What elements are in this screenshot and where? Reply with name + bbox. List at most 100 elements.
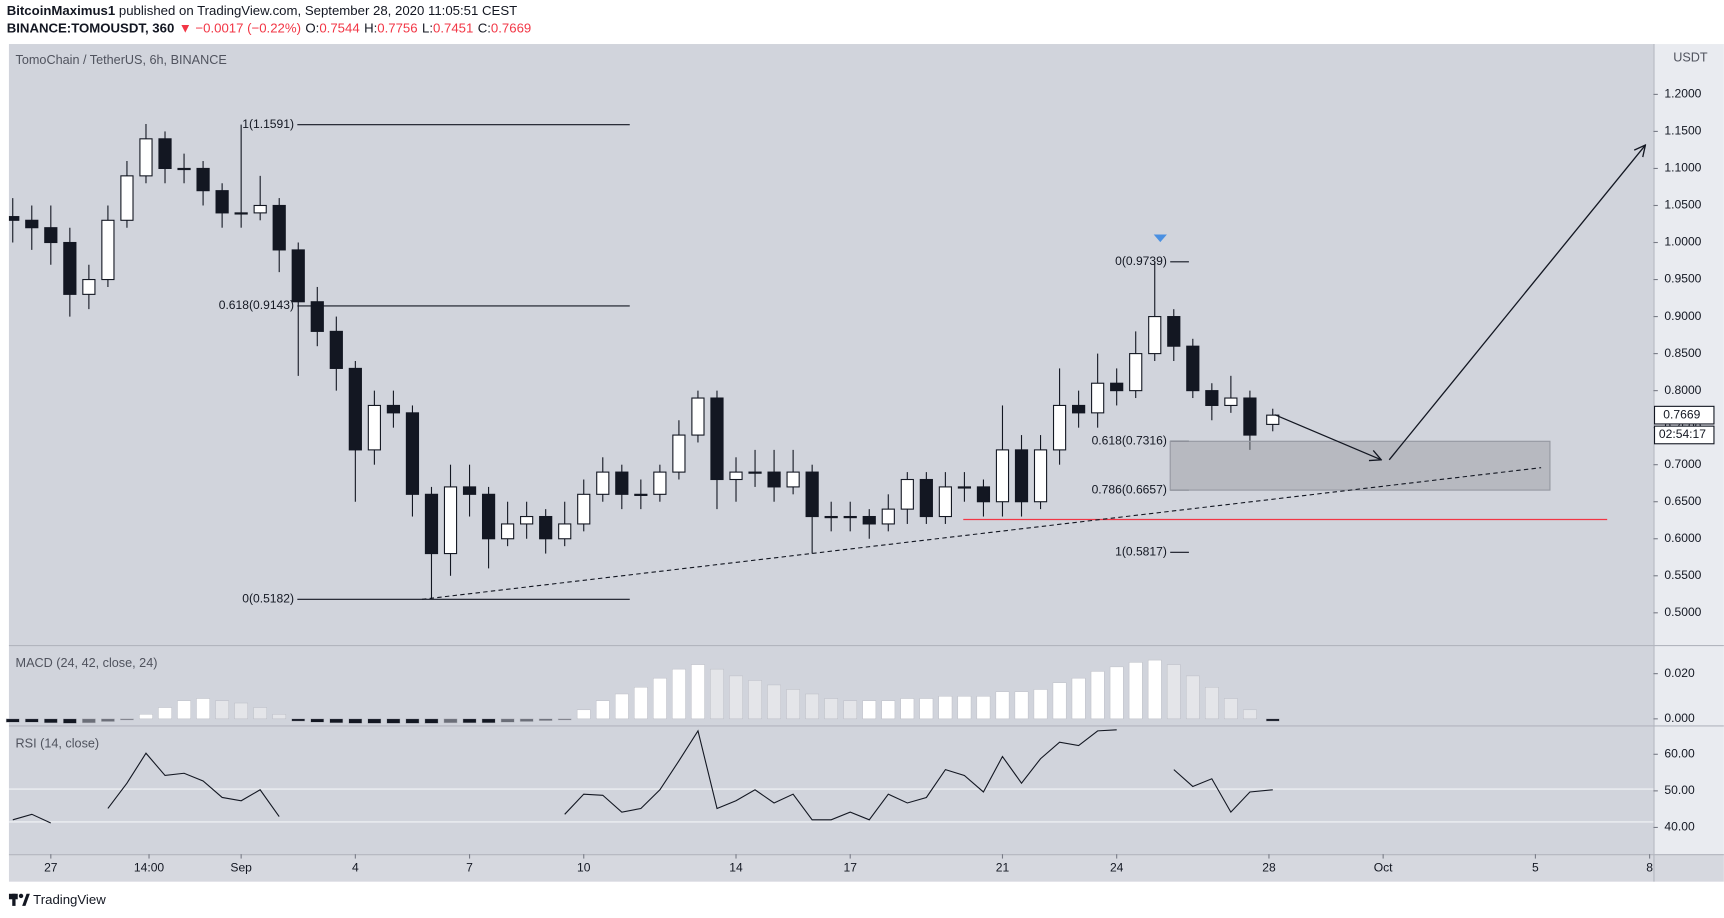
- y-tick-label: 0.020: [1664, 666, 1695, 680]
- candle-body: [63, 241, 77, 295]
- candle-body: [1224, 397, 1238, 406]
- pane-title: TomoChain / TetherUS, 6h, BINANCE: [16, 53, 227, 67]
- macd-bar: [1071, 677, 1086, 720]
- macd-bar: [729, 675, 743, 720]
- candle-body: [386, 404, 401, 414]
- logo-part: [22, 893, 30, 906]
- candle-body: [8, 216, 20, 221]
- candle-body: [443, 486, 458, 555]
- ohlc-label: O:: [305, 21, 319, 36]
- time-scale-background: [8, 854, 1724, 882]
- fib-label: 0.618(0.9143): [219, 298, 294, 312]
- y-tick-label: 0.9500: [1664, 272, 1701, 286]
- countdown-label: 02:54:17: [1659, 427, 1706, 441]
- arrow: [1388, 145, 1645, 461]
- macd-bar: [653, 677, 667, 720]
- change: ▼ −0.0017 (−0.22%): [179, 21, 301, 36]
- logo-part: [12, 893, 16, 906]
- candle-body: [82, 278, 96, 295]
- y-tick-label: 1.0000: [1664, 235, 1701, 249]
- fib-label: 0.786(0.6657): [1092, 482, 1167, 496]
- candle-body: [919, 478, 933, 518]
- macd-bar: [748, 680, 762, 720]
- countdown-tag: [1653, 425, 1715, 445]
- fib-label: 0.618(0.7316): [1092, 433, 1167, 447]
- macd-bar: [1243, 709, 1257, 720]
- candle-body: [862, 515, 876, 525]
- candles: [8, 124, 1280, 600]
- ohlc-label: C:: [478, 21, 491, 36]
- marker-triangle: [1153, 234, 1167, 243]
- macd-bar: [519, 718, 534, 722]
- candle-body: [1072, 404, 1086, 414]
- x-tick-label: 24: [1110, 861, 1124, 875]
- target-zone: [1169, 440, 1551, 491]
- macd-bar: [1185, 675, 1200, 720]
- candle-body: [1110, 382, 1124, 392]
- candle-body: [1148, 316, 1162, 355]
- macd-bar: [576, 709, 591, 720]
- macd-bar: [938, 696, 953, 720]
- macd-bar: [348, 718, 363, 724]
- candle-body: [215, 190, 229, 214]
- macd-bar: [957, 696, 972, 720]
- candle-body: [805, 471, 819, 518]
- y-tick-label: 1.1500: [1664, 124, 1701, 138]
- y-tick-label: 1.0500: [1664, 198, 1701, 212]
- y-tick-label: 1.1000: [1664, 161, 1701, 175]
- candle-body: [253, 204, 267, 214]
- macd-bar: [1128, 662, 1143, 720]
- pane-title: MACD (24, 42, close, 24): [16, 656, 158, 670]
- currency-unit: USDT: [1673, 51, 1708, 65]
- y-tick-label: 0.6500: [1664, 494, 1701, 508]
- candle-body: [501, 523, 515, 540]
- candle-body: [310, 301, 324, 332]
- candle-body: [843, 515, 857, 519]
- ohlc-value: 0.7669: [491, 21, 531, 36]
- panel-background: [8, 44, 1654, 855]
- candle-body: [577, 493, 591, 525]
- macd-bar: [196, 698, 210, 720]
- macd-bar: [291, 718, 306, 722]
- trendline: [421, 467, 1542, 600]
- macd-bar: [215, 700, 229, 720]
- candle-body: [177, 167, 191, 171]
- macd-bar: [1147, 659, 1162, 720]
- candle-body: [691, 397, 705, 436]
- macd-bar: [1224, 698, 1238, 720]
- macd-bar: [1265, 718, 1280, 722]
- macd-bar: [120, 718, 134, 721]
- macd-bar: [900, 698, 915, 720]
- y-tick-label: 0.5500: [1664, 568, 1701, 582]
- candle-body: [1167, 316, 1181, 347]
- macd-bar: [63, 718, 77, 724]
- candle-body: [424, 493, 439, 555]
- symbol-line: BINANCE:TOMOUSDT, 360 ▼ −0.0017 (−0.22%) O…: [7, 21, 532, 36]
- macd-bar: [614, 693, 629, 720]
- candle-body: [329, 330, 343, 369]
- macd-bar: [443, 718, 458, 724]
- candle-body: [900, 478, 914, 510]
- author: BitcoinMaximus1: [7, 4, 115, 19]
- candle-body: [824, 515, 838, 519]
- candle-body: [272, 204, 286, 251]
- x-tick-label: 14: [729, 861, 743, 875]
- macd-bar: [538, 718, 553, 721]
- macd-bar: [976, 696, 991, 720]
- macd-bar: [500, 718, 515, 723]
- macd-bar: [843, 700, 858, 720]
- candle-body: [367, 404, 381, 451]
- macd-bar: [5, 718, 20, 723]
- last-price-tag: [1653, 405, 1715, 425]
- y-tick-label: 50.00: [1664, 783, 1695, 797]
- candle-body: [672, 434, 686, 473]
- candle-body: [1129, 353, 1143, 392]
- macd-bar: [995, 691, 1010, 720]
- plot-layer: TomoChain / TetherUS, 6h, BINANCE 0.5000 0…: [5, 53, 1715, 875]
- footer-logo: [8, 893, 30, 906]
- macd-bar: [386, 718, 401, 724]
- candle-body: [234, 212, 248, 215]
- candle-body: [196, 167, 210, 192]
- candle-body: [596, 471, 610, 495]
